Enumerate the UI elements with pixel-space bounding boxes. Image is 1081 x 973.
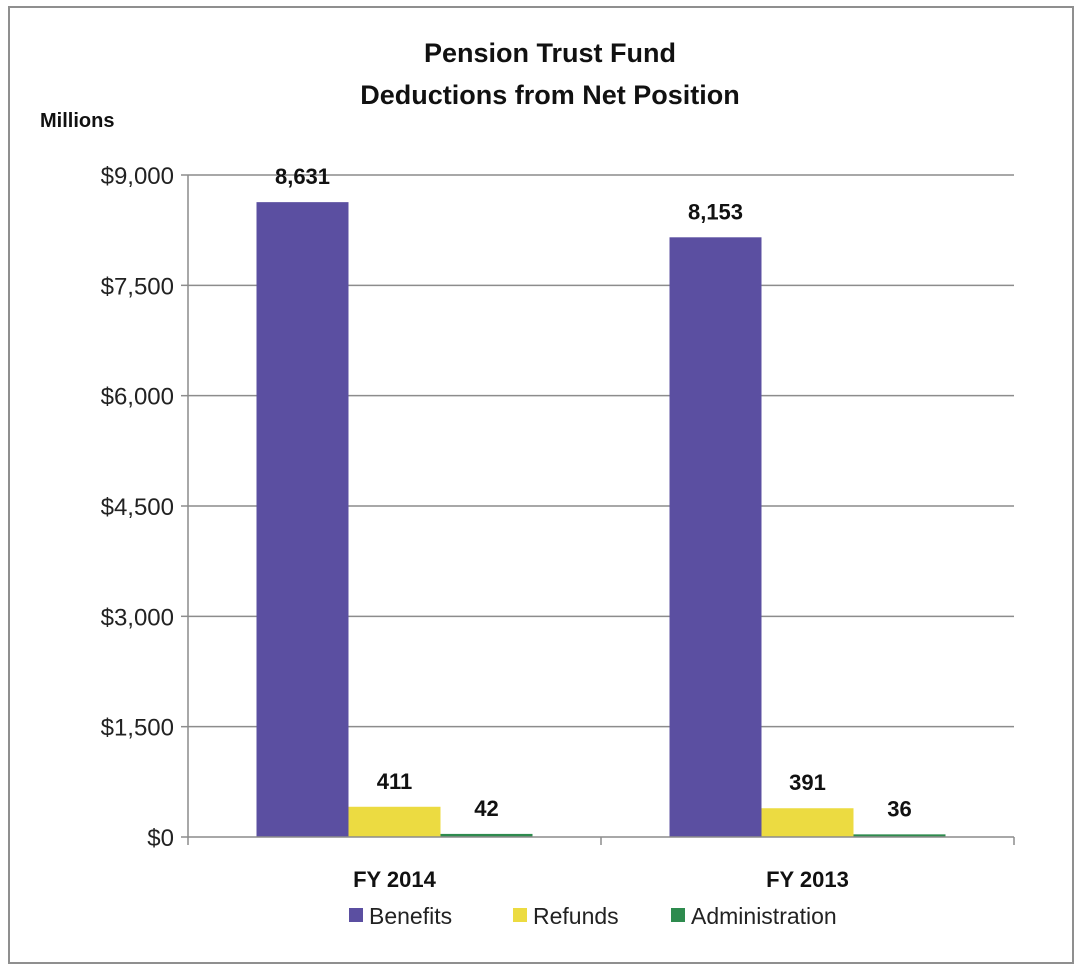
chart-frame xyxy=(8,6,1074,964)
data-labels: 8,631 411 42 8,153 391 36 xyxy=(275,164,912,821)
chart-title-line-1: Pension Trust Fund xyxy=(424,38,676,68)
legend: Benefits Refunds Administration xyxy=(349,903,837,929)
legend-swatch-refunds xyxy=(513,908,527,922)
data-label: 42 xyxy=(474,796,498,821)
legend-label-administration: Administration xyxy=(691,903,837,929)
x-category-label: FY 2014 xyxy=(353,867,437,892)
bar-benefits-fy-2014 xyxy=(256,202,349,838)
y-tick-label: $6,000 xyxy=(101,384,174,411)
bars xyxy=(256,202,946,838)
data-label: 36 xyxy=(887,796,911,821)
legend-label-benefits: Benefits xyxy=(369,903,452,929)
y-tick-label: $4,500 xyxy=(101,494,174,521)
bar-administration-fy-2013 xyxy=(853,834,946,837)
legend-swatch-administration xyxy=(671,908,685,922)
data-label: 8,631 xyxy=(275,164,330,189)
bar-administration-fy-2014 xyxy=(440,833,533,837)
y-tick-label: $9,000 xyxy=(101,163,174,190)
y-tick-label: $0 xyxy=(147,825,174,852)
chart-title-line-2: Deductions from Net Position xyxy=(360,80,740,110)
y-tick-label: $1,500 xyxy=(101,715,174,742)
legend-swatch-benefits xyxy=(349,908,363,922)
y-tick-label: $7,500 xyxy=(101,273,174,300)
data-label: 8,153 xyxy=(688,199,743,224)
data-label: 411 xyxy=(377,769,413,794)
data-label: 391 xyxy=(789,770,826,795)
legend-label-refunds: Refunds xyxy=(533,903,619,929)
y-tick-label: $3,000 xyxy=(101,604,174,631)
y-unit-label: Millions xyxy=(40,110,114,132)
axes: $0 $1,500 $3,000 $4,500 $6,000 $7,500 $9,000 FY… xyxy=(101,163,1015,892)
bar-benefits-fy-2013 xyxy=(669,237,762,837)
bar-refunds-fy-2013 xyxy=(761,808,854,837)
bar-refunds-fy-2014 xyxy=(348,806,441,837)
x-category-label: FY 2013 xyxy=(766,867,849,892)
